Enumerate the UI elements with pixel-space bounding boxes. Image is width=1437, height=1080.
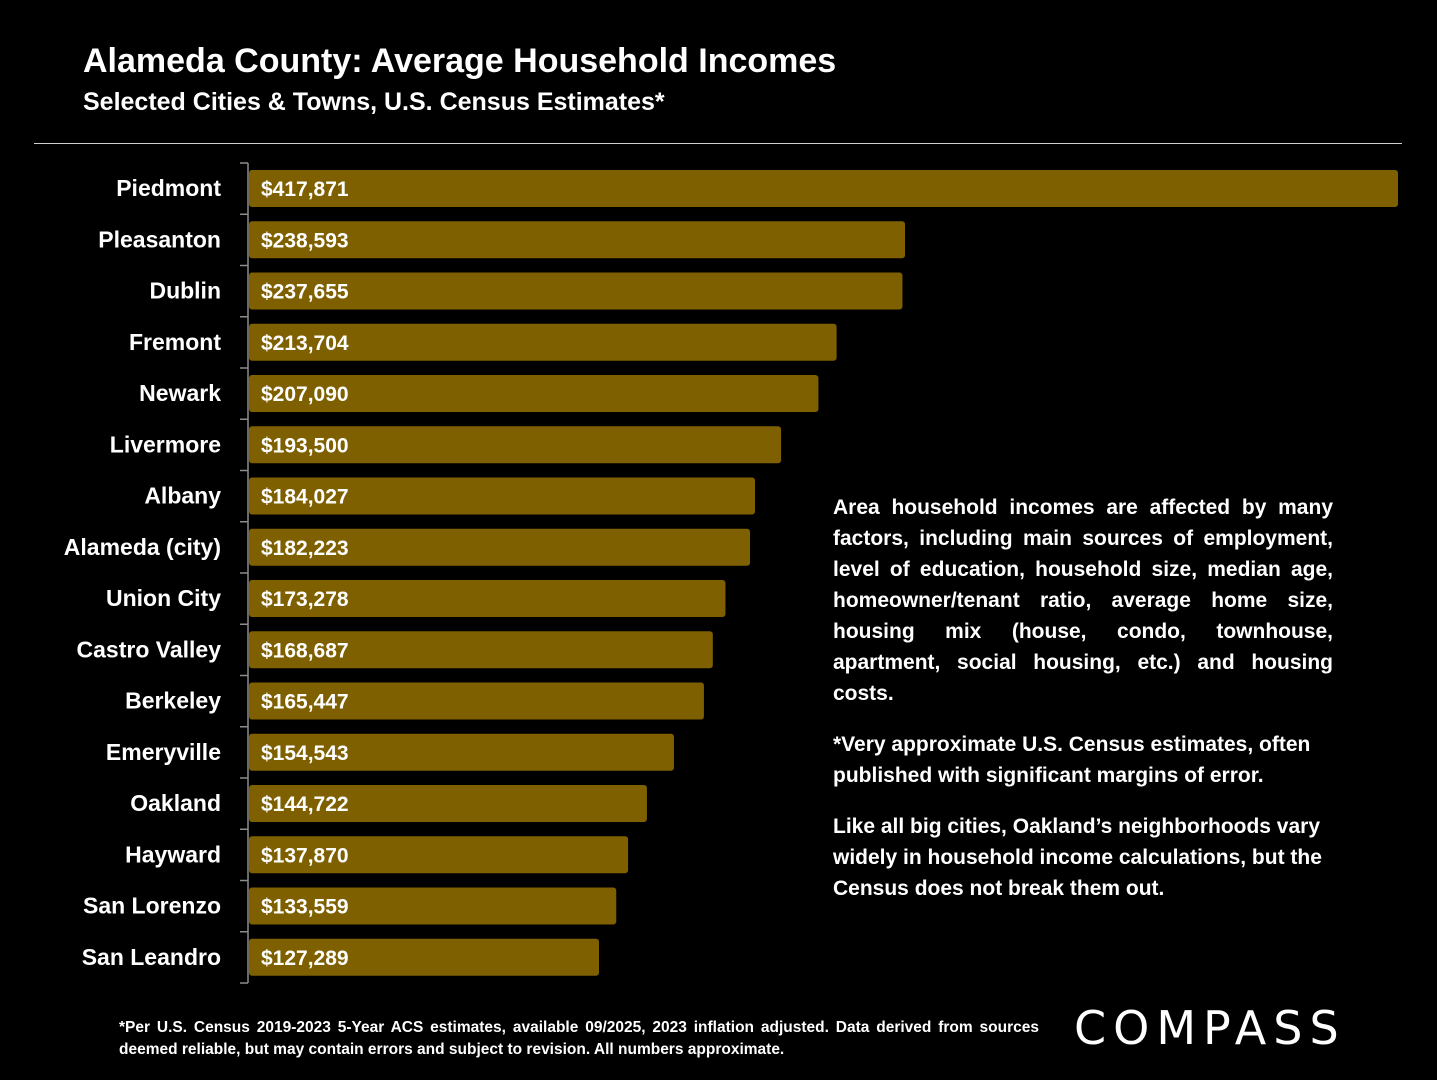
title-divider [34, 143, 1402, 144]
data-label: $213,704 [261, 332, 349, 355]
bar [249, 477, 756, 515]
bar [249, 785, 647, 822]
data-label: $173,278 [261, 588, 349, 611]
category-label: Union City [106, 585, 221, 611]
data-label: $144,722 [261, 793, 349, 816]
bar [249, 426, 782, 464]
category-label: Hayward [125, 841, 221, 867]
category-label: Emeryville [106, 739, 221, 765]
bar [249, 221, 906, 259]
category-label: Livermore [110, 431, 221, 457]
category-label: San Leandro [82, 944, 221, 970]
data-label: $207,090 [261, 383, 349, 406]
data-label: $237,655 [261, 281, 349, 304]
category-label: Piedmont [116, 175, 221, 201]
notes-paragraph-oakland: Like all big cities, Oakland’s neighborh… [833, 815, 1322, 900]
chart-subtitle: Selected Cities & Towns, U.S. Census Est… [83, 88, 665, 116]
category-label: Berkeley [125, 688, 221, 714]
category-label: Pleasanton [98, 226, 221, 252]
category-label: Alameda (city) [64, 534, 221, 560]
category-label: Fremont [129, 329, 221, 355]
category-label: Dublin [149, 278, 221, 304]
bar [249, 323, 837, 361]
notes-paragraph-factors: Area household incomes are affected by m… [833, 496, 1333, 705]
bar [249, 170, 1398, 207]
data-label: $154,543 [261, 742, 349, 765]
data-label: $165,447 [261, 691, 349, 714]
chart-title: Alameda County: Average Household Income… [83, 42, 837, 80]
bar [249, 836, 629, 874]
bar [249, 682, 704, 720]
data-label: $417,871 [261, 178, 349, 201]
bar [249, 528, 751, 566]
logo-text: COMPASS [1074, 1001, 1346, 1055]
footnote: *Per U.S. Census 2019-2023 5-Year ACS es… [119, 1019, 1039, 1058]
compass-logo: COMPASS [1074, 1001, 1346, 1055]
bar [249, 631, 713, 669]
data-label: $184,027 [261, 486, 349, 509]
category-label: San Lorenzo [83, 893, 221, 919]
category-label: Oakland [130, 790, 221, 816]
notes-paragraph-census: *Very approximate U.S. Census estimates,… [833, 733, 1311, 787]
data-label: $137,870 [261, 844, 349, 867]
bar [249, 733, 674, 771]
bar [249, 580, 726, 617]
category-label: Castro Valley [77, 636, 222, 662]
bar [249, 375, 819, 412]
bar [249, 272, 903, 310]
notes-panel: Area household incomes are affected by m… [833, 492, 1333, 924]
bar [249, 887, 617, 925]
data-label: $133,559 [261, 896, 349, 919]
bar [249, 938, 600, 976]
data-label: $168,687 [261, 639, 349, 662]
category-label: Newark [139, 380, 221, 406]
category-label: Albany [144, 483, 221, 509]
data-label: $127,289 [261, 947, 349, 970]
data-label: $182,223 [261, 537, 349, 560]
data-label: $193,500 [261, 434, 349, 457]
data-label: $238,593 [261, 229, 349, 252]
